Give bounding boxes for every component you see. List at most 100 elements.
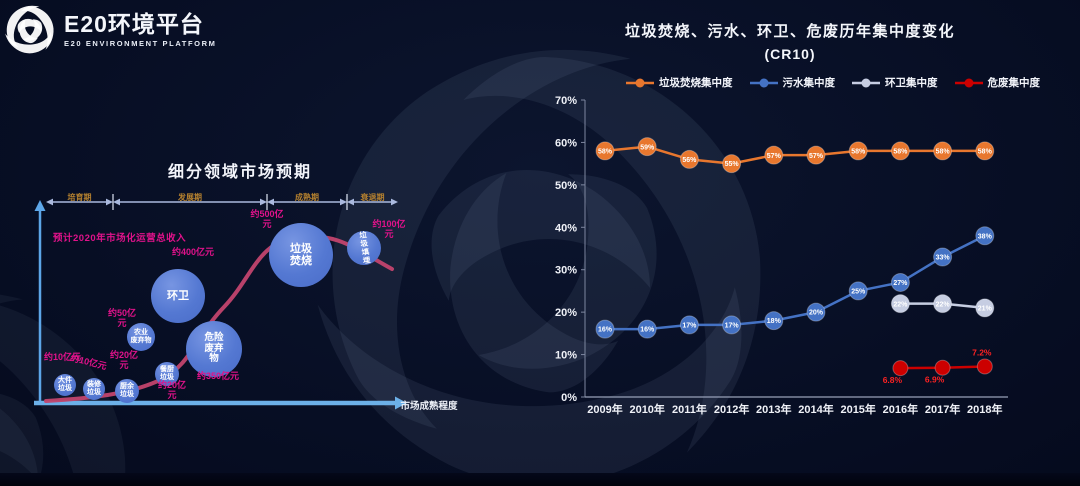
data-label: 25% xyxy=(851,289,866,296)
bubble-环卫: 环卫 xyxy=(151,269,205,323)
bubble-垃圾填埋: 垃圾填埋 xyxy=(347,230,381,265)
x-tick-label: 2016年 xyxy=(883,402,918,416)
bubble-label: 餐厨 xyxy=(160,366,174,374)
bubble-label: 垃圾 xyxy=(160,374,174,381)
data-label: 59% xyxy=(640,144,655,151)
bubble-label: 焚烧 xyxy=(290,255,312,267)
logo-title: E20环境平台 xyxy=(64,10,204,37)
x-tick-label: 2012年 xyxy=(714,402,749,416)
data-label: 7.2% xyxy=(972,347,992,357)
logo-icon-spacer xyxy=(6,4,58,56)
x-tick-label: 2010年 xyxy=(629,402,664,416)
bubble-危险废弃物: 危险 废弃物 xyxy=(186,321,242,377)
data-label: 33% xyxy=(936,255,951,262)
data-label: 18% xyxy=(767,318,782,325)
legend-marker xyxy=(749,78,778,87)
data-label: 17% xyxy=(725,322,740,329)
value-label: 约100亿元 xyxy=(372,219,406,240)
value-label: 约350亿元 xyxy=(196,371,240,381)
bubble-农业废弃物: 农业 废弃物 xyxy=(127,323,155,351)
y-tick-label: 70% xyxy=(555,95,577,107)
legend-label: 污水集中度 xyxy=(782,77,836,89)
logo-text: E20环境平台 E20 ENVIRONMENT PLATFORM xyxy=(64,10,217,48)
bubble-餐厨垃圾: 餐厨 垃圾 xyxy=(155,362,179,386)
y-tick-label: 10% xyxy=(555,350,577,362)
phase-label: 发展期 xyxy=(178,193,202,202)
x-tick-label: 2015年 xyxy=(840,402,875,416)
legend-item-环卫集中度: 环卫集中度 xyxy=(851,75,938,90)
bubble-装修垃圾: 装修 垃圾 xyxy=(83,378,105,400)
data-label: 17% xyxy=(682,322,697,329)
data-label: 57% xyxy=(767,153,782,160)
bubble-label: 装修 xyxy=(87,381,101,389)
bubble-label: 垃圾 xyxy=(87,389,101,396)
y-tick-label: 0% xyxy=(561,392,577,404)
data-label: 58% xyxy=(936,149,951,156)
legend-item-污水集中度: 污水集中度 xyxy=(749,75,836,90)
bubble-垃圾焚烧: 垃圾 焚烧 xyxy=(269,223,333,287)
bubble-label: 农业 xyxy=(134,329,148,337)
phase-label: 成熟期 xyxy=(295,193,319,202)
bubble-label: 废弃物 xyxy=(130,337,152,344)
data-label: 57% xyxy=(809,153,824,160)
data-label: 16% xyxy=(640,327,655,334)
data-label: 56% xyxy=(682,157,697,164)
phase-label: 培育期 xyxy=(67,193,92,202)
data-label: 22% xyxy=(936,301,951,308)
legend-label: 环卫集中度 xyxy=(885,77,938,89)
data-label: 58% xyxy=(598,149,613,156)
legend-marker xyxy=(626,78,654,87)
value-label: 约10亿元 xyxy=(44,352,82,362)
bubble-label: 物 xyxy=(209,353,219,365)
x-tick-label: 2014年 xyxy=(798,402,833,416)
value-label: 约20亿元 xyxy=(109,350,138,371)
bottom-band xyxy=(0,473,1080,486)
legend-label: 危废集中度 xyxy=(987,77,1041,89)
value-label: 约20亿元 xyxy=(157,380,186,401)
chart-legend: 垃圾焚烧集中度 污水集中度 环卫集中度 危废集中度 xyxy=(600,75,1065,90)
legend-label: 垃圾焚烧集中度 xyxy=(659,77,733,89)
value-label: 约400亿元 xyxy=(172,247,215,257)
phase-label: 衰退期 xyxy=(360,193,385,202)
diagram-x-axis-label: 市场成熟程度 xyxy=(400,401,458,412)
x-tick-label: 2011年 xyxy=(672,402,707,416)
y-tick-label: 30% xyxy=(555,265,577,277)
bubble-label: 环卫 xyxy=(167,289,189,302)
chart-subtitle: (CR10) xyxy=(764,46,816,62)
x-tick-label: 2009年 xyxy=(587,402,622,416)
bubble-label: 危险 xyxy=(204,332,224,344)
bubble-大件垃圾: 大件 垃圾 xyxy=(54,374,76,396)
bubble-label: 垃圾 xyxy=(290,242,312,255)
diagram-y-axis-label: 预计2020年市场化运营总收入 xyxy=(53,233,187,244)
data-label: 27% xyxy=(893,280,908,287)
diagram-title: 细分领域市场预期 xyxy=(167,164,312,181)
data-label: 58% xyxy=(978,149,993,156)
x-tick-label: 2017年 xyxy=(925,402,960,416)
bubble-label: 垃圾 xyxy=(58,385,72,392)
y-tick-label: 20% xyxy=(555,307,577,319)
bubble-厨余垃圾: 厨余 垃圾 xyxy=(115,379,139,403)
legend-marker xyxy=(954,78,983,87)
logo-subtitle: E20 ENVIRONMENT PLATFORM xyxy=(64,38,217,48)
data-label: 16% xyxy=(598,327,613,334)
value-label: 约50亿元 xyxy=(107,308,136,329)
data-label: 22% xyxy=(893,301,908,308)
x-tick-label: 2013年 xyxy=(756,402,791,416)
y-tick-label: 50% xyxy=(555,180,577,192)
bubble-label: 垃圾 xyxy=(120,391,134,398)
bubble-label: 大件 xyxy=(58,377,72,385)
concentration-line-chart: 0% 10% 20% 30% 40% 50% 60% 70% 2009年 2010年 2011年 20… xyxy=(555,95,1008,416)
x-tick-label: 2018年 xyxy=(967,402,1002,416)
data-label: 20% xyxy=(809,310,824,317)
data-label: 58% xyxy=(851,149,866,156)
legend-item-危废集中度: 危废集中度 xyxy=(954,75,1041,90)
header-logo: E20环境平台 E20 ENVIRONMENT PLATFORM xyxy=(6,4,216,56)
data-label: 21% xyxy=(978,306,993,313)
legend-item-垃圾焚烧集中度: 垃圾焚烧集中度 xyxy=(625,75,733,90)
data-label: 55% xyxy=(725,161,740,168)
data-label: 58% xyxy=(893,149,908,156)
value-label: 约10亿元 xyxy=(69,352,108,372)
value-label: 约500亿元 xyxy=(250,209,284,230)
bubble-label: 厨余 xyxy=(120,383,134,391)
